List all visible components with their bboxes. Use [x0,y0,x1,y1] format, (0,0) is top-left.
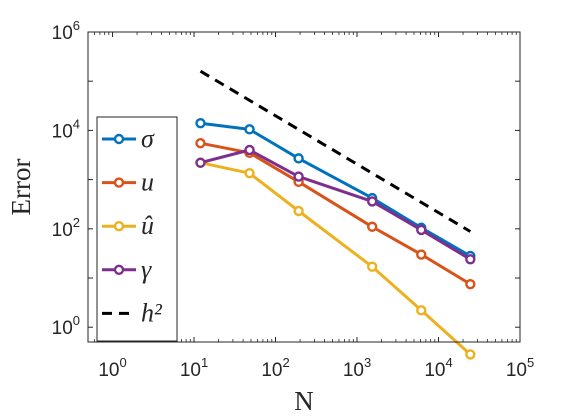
legend-label: u [141,168,154,197]
plot-area [195,69,476,360]
y-tick-label: 104 [52,116,80,142]
legend-label: γ [141,255,152,284]
data-point [244,167,255,179]
legend-marker [113,177,125,188]
data-point [465,349,476,360]
x-axis-label: N [294,386,314,416]
series-line [199,69,472,233]
y-tick-label: 100 [52,313,80,339]
x-tick-label: 104 [424,355,452,381]
legend-label: û [141,211,154,240]
x-tick-label: 101 [180,355,208,381]
data-point [367,261,378,272]
data-point [195,137,206,149]
x-tick-label: 105 [506,355,534,381]
data-point [293,153,304,164]
y-axis-label: Error [6,159,36,216]
series-line [200,148,472,261]
data-point [465,278,476,290]
data-point [367,221,378,232]
legend-label: h² [141,298,163,327]
y-tick-label: 106 [52,18,80,44]
data-point [244,124,255,135]
legend-marker [113,133,125,145]
legend-marker [113,220,125,232]
series-line [200,141,472,286]
legend-box [96,116,178,342]
data-point [416,224,427,236]
data-point [195,157,206,168]
series-line [200,161,472,356]
data-point [293,205,304,217]
data-point [293,171,304,182]
y-axis: 100 102 104 106 [52,18,520,339]
y-tick-label: 102 [52,215,80,241]
legend-marker [113,264,125,275]
data-point [195,118,206,129]
data-point [244,144,255,156]
data-point [416,249,427,260]
axes-box [87,31,521,343]
x-axis: 100 101 102 103 104 105 [87,32,534,381]
data-point [416,305,427,316]
legend-label: σ [141,124,155,153]
x-tick-label: 100 [98,355,126,381]
data-point [465,254,476,265]
data-point [367,196,378,207]
x-tick-label: 102 [261,355,289,381]
series-line [200,121,472,258]
x-tick-label: 103 [343,355,371,381]
